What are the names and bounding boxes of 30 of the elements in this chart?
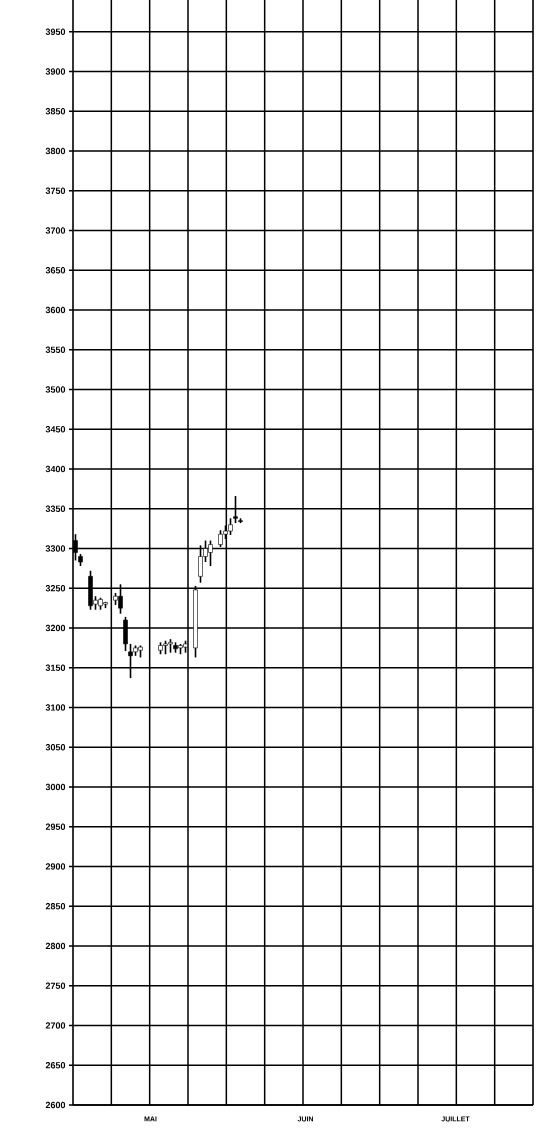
y-tick-label: 3950 bbox=[45, 28, 66, 35]
y-tick-label: 3500 bbox=[45, 386, 66, 393]
y-tick-label: 3200 bbox=[45, 624, 66, 632]
y-tick-label: 2800 bbox=[45, 942, 66, 950]
y-tick-label: 2850 bbox=[45, 903, 66, 910]
y-tick-label: 3550 bbox=[45, 346, 66, 353]
y-tick-label: 2900 bbox=[45, 863, 66, 870]
y-tick-label: 2750 bbox=[45, 982, 66, 989]
y-tick-label: 2600 bbox=[45, 1101, 66, 1109]
y-tick-label: 3450 bbox=[45, 426, 66, 433]
y-tick-label: 3900 bbox=[45, 68, 66, 75]
y-tick-label: 3100 bbox=[45, 704, 66, 711]
y-tick-label: 3000 bbox=[45, 783, 66, 791]
y-tick-label: 3250 bbox=[45, 585, 66, 592]
candlestick bbox=[123, 616, 128, 652]
y-tick-label: 3050 bbox=[45, 744, 66, 751]
y-tick-label: 3750 bbox=[45, 187, 66, 194]
y-tick-label: 3700 bbox=[45, 227, 66, 234]
y-tick-label: 3850 bbox=[45, 108, 66, 115]
candlestick bbox=[233, 495, 238, 524]
y-tick-label: 3600 bbox=[45, 306, 66, 314]
y-tick-label: 3650 bbox=[45, 267, 66, 274]
y-tick-label: 2650 bbox=[45, 1062, 66, 1069]
y-tick-label: 3400 bbox=[45, 465, 66, 473]
y-tick-label: 2700 bbox=[45, 1022, 66, 1029]
y-tick-label: 3350 bbox=[45, 505, 66, 512]
y-tick-label: 3150 bbox=[45, 664, 66, 671]
y-tick-label: 3800 bbox=[45, 147, 66, 155]
y-tick-label: 2950 bbox=[45, 823, 66, 830]
y-tick-label: 3300 bbox=[45, 545, 66, 552]
